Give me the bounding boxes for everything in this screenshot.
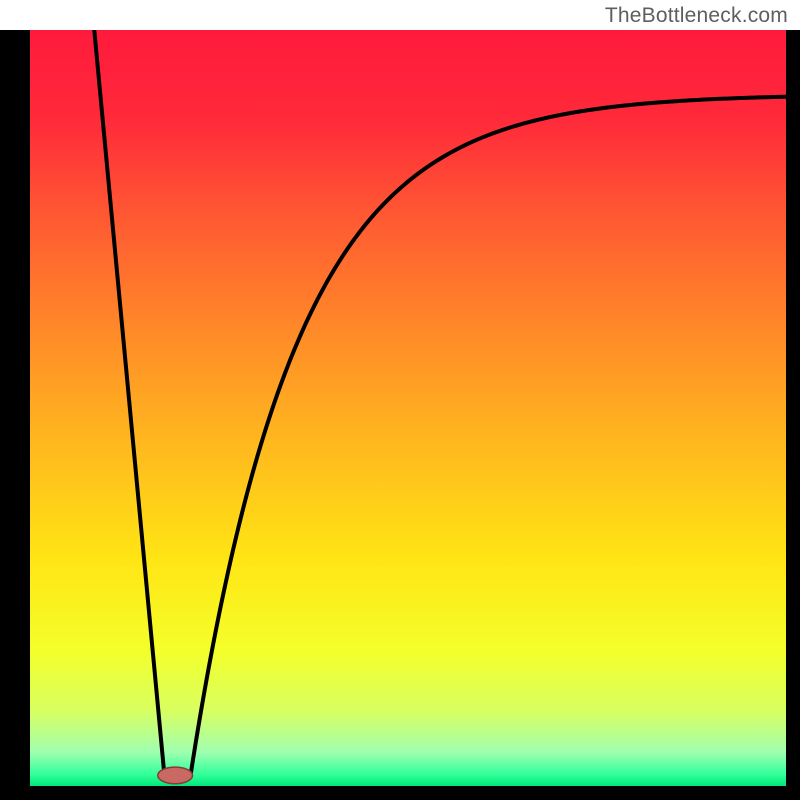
optimal-point-marker	[158, 767, 193, 784]
chart-svg	[0, 0, 800, 800]
top-white-strip	[0, 0, 800, 30]
gradient-background	[30, 30, 786, 786]
chart-container: TheBottleneck.com	[0, 0, 800, 800]
